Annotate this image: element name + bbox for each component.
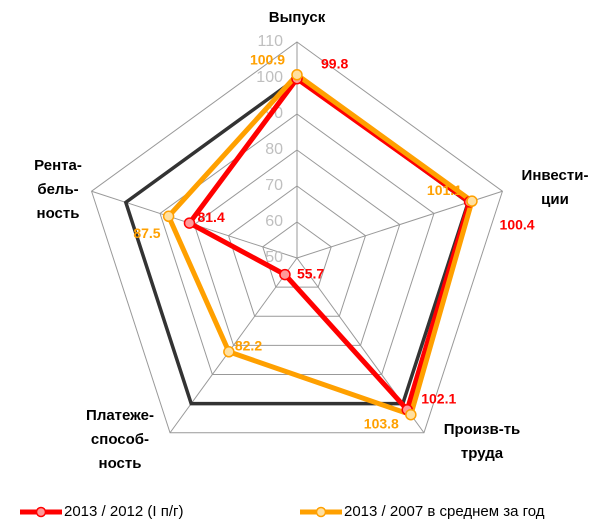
data-label: 82.2 (235, 337, 262, 353)
axis-label: ность (99, 455, 142, 472)
point (291, 69, 303, 81)
series-line (166, 72, 475, 418)
axis-label: ность (37, 205, 80, 222)
point (162, 210, 175, 223)
data-label: 103.8 (364, 415, 399, 431)
axis-label: Выпуск (269, 9, 326, 26)
axis-label: способ- (91, 431, 149, 448)
axis-label: бель- (37, 181, 78, 198)
axis-label: Произв-ть (444, 421, 521, 438)
legend-marker (35, 506, 47, 518)
legend-label: 2013 / 2012 (I п/г) (64, 503, 184, 520)
r-tick-label: 110 (257, 33, 283, 50)
data-label: 55.7 (297, 265, 324, 281)
axis-label: Инвести- (522, 167, 589, 184)
point (183, 217, 196, 229)
data-label: 100.9 (250, 51, 285, 67)
r-tick-label: 60 (265, 213, 283, 230)
point (466, 195, 478, 207)
axis-label: труда (461, 445, 504, 462)
data-label: 87.5 (133, 225, 160, 241)
r-tick-label: 70 (265, 177, 283, 194)
point (223, 346, 235, 358)
grid-ring (227, 185, 367, 317)
data-label: 101.1 (427, 182, 462, 198)
r-tick-label: 50 (265, 249, 283, 266)
data-label: 99.8 (321, 55, 348, 71)
data-label: 100.4 (500, 217, 535, 233)
data-label: 81.4 (197, 209, 224, 225)
grid-ring (90, 41, 504, 434)
r-tick-label: 100 (256, 69, 283, 86)
r-tick-label: 80 (265, 141, 283, 158)
axis-label: ции (541, 191, 569, 208)
axis-label: Рента- (34, 157, 82, 174)
data-label: 102.1 (421, 390, 456, 406)
legend-label: 2013 / 2007 в среднем за год (344, 503, 545, 520)
axis-label: Платеже- (86, 407, 154, 424)
grid-ring (193, 149, 401, 346)
point (405, 408, 417, 421)
legend-marker (315, 506, 327, 518)
point (279, 268, 291, 281)
